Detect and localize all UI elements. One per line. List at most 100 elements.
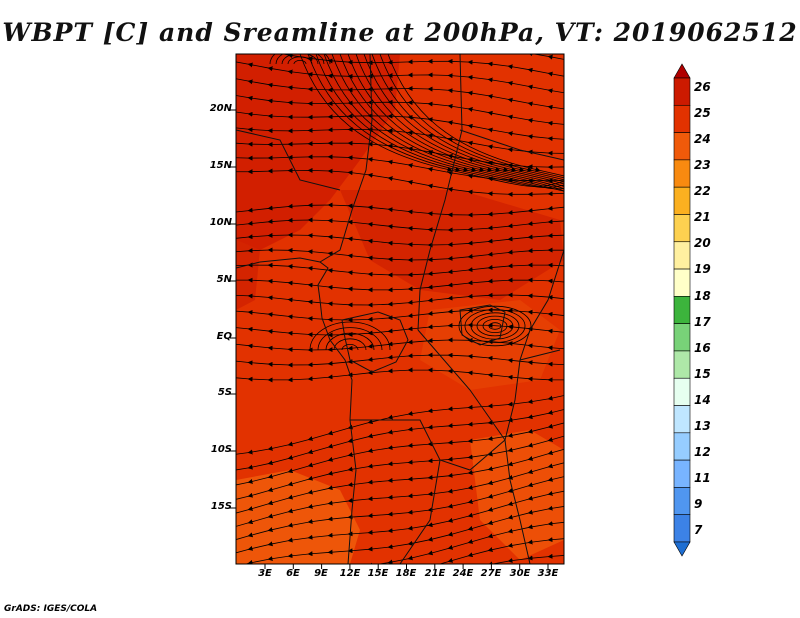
- streamline: [293, 60, 307, 65]
- lon-label-33e: 33E: [537, 568, 559, 579]
- colorbar-label-24: 24: [694, 132, 711, 146]
- colorbar-label-9: 9: [694, 497, 703, 511]
- lake-victoria-outline: [459, 304, 506, 346]
- lat-label-5n: 5N: [216, 274, 232, 285]
- streamline: [236, 322, 564, 338]
- map-frame: [235, 53, 565, 565]
- border-4: [399, 459, 441, 564]
- colorbar-label-18: 18: [694, 289, 711, 303]
- colorbar-swatch: [673, 432, 691, 461]
- streamline: [236, 262, 564, 278]
- colorbar-label-22: 22: [694, 184, 711, 198]
- streamline: [236, 367, 564, 383]
- colorbar: [673, 63, 691, 557]
- streamline: [387, 54, 564, 177]
- colorbar-bottom-arrow: [673, 541, 691, 557]
- streamline: [236, 232, 564, 248]
- east-coastline: [504, 249, 564, 564]
- colorbar-swatch: [673, 159, 691, 188]
- lat-label-10s: 10S: [210, 444, 232, 455]
- colorbar-label-17: 17: [694, 315, 711, 329]
- lat-label-10n: 10N: [209, 217, 232, 228]
- streamline: [355, 54, 564, 185]
- border-7: [417, 329, 506, 441]
- colorbar-label-15: 15: [694, 367, 711, 381]
- colorbar-swatch: [673, 77, 691, 106]
- lat-label-20n: 20N: [209, 103, 232, 114]
- streamline: [482, 319, 508, 333]
- streamline: [331, 54, 564, 192]
- streamline: [236, 292, 564, 308]
- streamline: [347, 54, 564, 187]
- colorbar-label-25: 25: [694, 106, 711, 120]
- streamline: [236, 167, 564, 197]
- border-1: [319, 54, 373, 263]
- colorbar-swatch: [673, 132, 691, 161]
- streamline: [275, 54, 325, 65]
- colorbar-swatch: [673, 323, 691, 352]
- colorbar-swatch: [673, 241, 691, 270]
- streamline: [247, 553, 564, 564]
- colorbar-swatch: [673, 104, 691, 133]
- streamline: [476, 315, 514, 337]
- coastlines-and-borders: [236, 54, 564, 564]
- border-5: [236, 129, 341, 191]
- colorbar-label-7: 7: [694, 523, 703, 537]
- streamline: [341, 344, 359, 351]
- streamline: [236, 277, 564, 293]
- colorbar-swatch: [673, 487, 691, 516]
- streamline: [464, 309, 526, 343]
- colorbar-swatch: [673, 268, 691, 297]
- streamline: [325, 332, 375, 351]
- lon-label-3e: 3E: [258, 568, 272, 579]
- lat-label-15s: 15S: [210, 501, 232, 512]
- streamline: [488, 322, 502, 330]
- lon-label-12e: 12E: [339, 568, 361, 579]
- lon-label-30e: 30E: [509, 568, 531, 579]
- map-plot-area: [236, 54, 564, 564]
- streamlines: [236, 54, 564, 564]
- streamline: [236, 247, 564, 263]
- colorbar-label-23: 23: [694, 158, 711, 172]
- lon-label-18e: 18E: [395, 568, 417, 579]
- axis-ticks: [230, 109, 549, 569]
- colorbar-swatch: [673, 377, 691, 406]
- colorbar-swatch: [673, 459, 691, 488]
- streamline: [317, 327, 383, 351]
- border-2: [417, 54, 463, 331]
- streamline: [309, 321, 391, 351]
- colorbar-swatch: [673, 350, 691, 379]
- colorbar-swatch: [673, 186, 691, 215]
- colorbar-swatch: [673, 296, 691, 324]
- streamline: [333, 338, 367, 351]
- lake-outline: [341, 311, 409, 373]
- colorbar-label-21: 21: [694, 210, 711, 224]
- border-6: [459, 129, 564, 161]
- streamline: [236, 202, 564, 218]
- colorbar-label-14: 14: [694, 393, 711, 407]
- streamline: [281, 54, 319, 65]
- colorbar-label-11: 11: [694, 471, 711, 485]
- lat-label-15n: 15N: [209, 160, 232, 171]
- lon-label-27e: 27E: [480, 568, 502, 579]
- streamline: [236, 217, 564, 233]
- lon-label-15e: 15E: [367, 568, 389, 579]
- map-title: WBPT [C] and Sreamline at 200hPa, VT: 20…: [2, 18, 798, 47]
- lon-label-24e: 24E: [452, 568, 474, 579]
- border-8: [519, 349, 561, 361]
- lat-label-5s: 5S: [217, 387, 232, 398]
- streamline: [363, 54, 564, 183]
- streamline: [379, 54, 564, 179]
- streamline: [287, 56, 313, 65]
- colorbar-label-20: 20: [694, 236, 711, 250]
- lon-label-21e: 21E: [424, 568, 446, 579]
- colorbar-swatch: [673, 214, 691, 243]
- lon-label-6e: 6E: [286, 568, 300, 579]
- colorbar-top-arrow: [673, 63, 691, 79]
- colorbar-swatch: [673, 514, 691, 543]
- streamline: [236, 337, 564, 353]
- lon-label-9e: 9E: [314, 568, 328, 579]
- streamline: [247, 536, 564, 564]
- colorbar-label-19: 19: [694, 262, 711, 276]
- streamline: [269, 54, 331, 65]
